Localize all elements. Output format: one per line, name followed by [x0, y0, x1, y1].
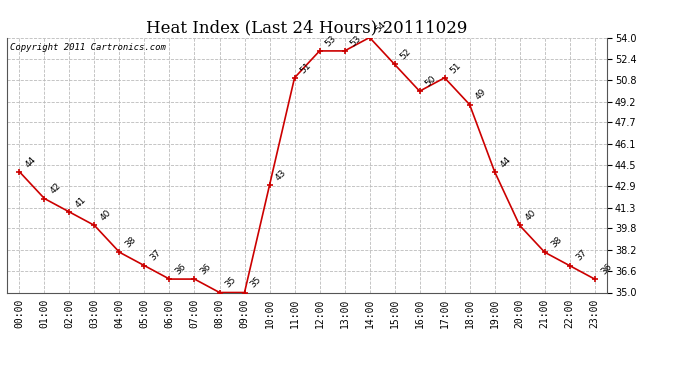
Text: 41: 41 [74, 195, 88, 209]
Text: 37: 37 [574, 248, 589, 263]
Text: 43: 43 [274, 168, 288, 182]
Text: 51: 51 [448, 60, 463, 75]
Text: 37: 37 [148, 248, 163, 263]
Text: 44: 44 [23, 154, 38, 169]
Text: 35: 35 [224, 275, 238, 290]
Text: 53: 53 [348, 34, 363, 48]
Text: 40: 40 [99, 208, 113, 223]
Text: 52: 52 [399, 47, 413, 62]
Text: 36: 36 [199, 262, 213, 276]
Text: 40: 40 [524, 208, 538, 223]
Text: 36: 36 [174, 262, 188, 276]
Text: 44: 44 [499, 154, 513, 169]
Text: 38: 38 [549, 235, 563, 249]
Text: 51: 51 [299, 60, 313, 75]
Text: 35: 35 [248, 275, 263, 290]
Text: Copyright 2011 Cartronics.com: Copyright 2011 Cartronics.com [10, 43, 166, 52]
Text: 53: 53 [324, 34, 338, 48]
Text: 50: 50 [424, 74, 438, 88]
Text: 54: 54 [374, 20, 388, 35]
Text: 38: 38 [124, 235, 138, 249]
Title: Heat Index (Last 24 Hours) 20111029: Heat Index (Last 24 Hours) 20111029 [146, 19, 468, 36]
Text: 36: 36 [599, 262, 613, 276]
Text: 42: 42 [48, 182, 63, 196]
Text: 49: 49 [474, 87, 489, 102]
